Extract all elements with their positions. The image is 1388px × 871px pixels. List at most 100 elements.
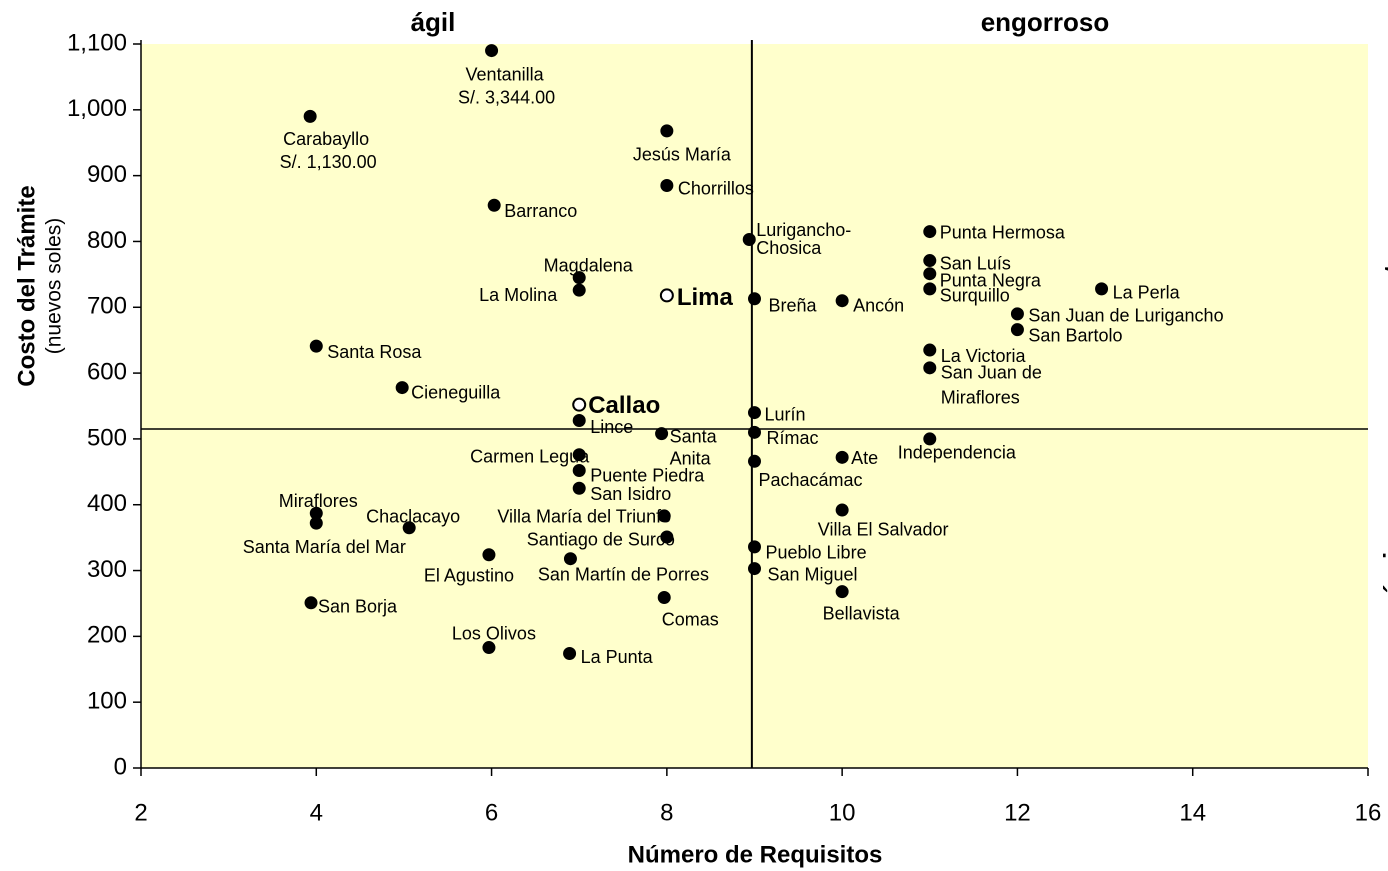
point-label: Lince — [590, 417, 633, 437]
point — [835, 585, 849, 599]
point-note: S/. 1,130.00 — [280, 152, 377, 172]
point — [660, 124, 674, 138]
point — [487, 198, 501, 212]
point-label: Los Olivos — [452, 623, 536, 643]
point — [1095, 282, 1109, 296]
point-label: San Bartolo — [1028, 325, 1122, 345]
point — [572, 413, 586, 427]
point-label: Comas — [662, 609, 719, 629]
point-label: Chosica — [756, 238, 822, 258]
x-tick-label: 6 — [485, 799, 498, 826]
x-tick-label: 14 — [1179, 799, 1206, 826]
point-label: La Molina — [479, 285, 558, 305]
point — [748, 454, 761, 468]
point-label: Surquillo — [940, 286, 1010, 306]
point-label: San Luís — [940, 253, 1011, 273]
y-tick-label: 200 — [87, 622, 127, 649]
point-label: San Martín de Porres — [538, 564, 709, 584]
y-tick-label: 500 — [87, 424, 127, 451]
point-label: Ventanilla — [466, 64, 545, 84]
point — [748, 292, 761, 306]
point-label: Lurigancho- — [756, 220, 851, 240]
point-note: S/. 3,344.00 — [458, 87, 555, 107]
point-label: Santiago de Surco — [527, 530, 675, 550]
point — [660, 530, 674, 544]
point — [572, 464, 586, 478]
point-label: La Punta — [581, 647, 654, 667]
point — [835, 450, 849, 464]
point-label: Barranco — [504, 201, 577, 221]
point — [742, 232, 756, 246]
point — [657, 509, 671, 523]
point — [923, 361, 937, 375]
point-label: Miraflores — [279, 491, 358, 511]
point — [1010, 307, 1024, 321]
point-label: Ate — [851, 448, 878, 468]
x-tick-label: 8 — [660, 799, 673, 826]
quadrant-label: económico — [1378, 521, 1388, 658]
point — [923, 267, 937, 281]
y-axis-label: Costo del Trámite — [13, 185, 40, 386]
point — [309, 339, 323, 353]
point — [563, 646, 577, 660]
point — [572, 481, 586, 495]
point — [835, 503, 849, 517]
point — [659, 288, 674, 303]
point-label: Lima — [677, 284, 734, 311]
point-label: Independencia — [898, 443, 1017, 463]
y-tick-label: 600 — [87, 358, 127, 385]
point — [482, 641, 496, 655]
point-label: Magdalena — [544, 255, 634, 275]
y-tick-label: 400 — [87, 490, 127, 517]
point — [657, 591, 671, 605]
y-tick-label: 1,000 — [67, 95, 127, 122]
point — [923, 343, 937, 357]
point-label: Santa Rosa — [327, 342, 422, 362]
point — [572, 397, 587, 412]
point-label: Miraflores — [941, 388, 1020, 408]
point — [563, 552, 577, 566]
point-label: Punta Negra — [940, 270, 1042, 290]
point-label: Puente Piedra — [590, 465, 705, 485]
point — [572, 283, 586, 297]
y-tick-label: 1,100 — [67, 29, 127, 56]
point — [572, 271, 586, 285]
point — [1010, 323, 1024, 337]
point — [655, 427, 669, 441]
quadrant-label: costoso — [1378, 218, 1388, 318]
point — [395, 381, 409, 395]
point-label: San Juan de — [941, 363, 1042, 383]
y-tick-label: 900 — [87, 161, 127, 188]
point-label: Cieneguilla — [411, 382, 501, 402]
point — [572, 448, 586, 462]
point — [748, 540, 761, 554]
x-tick-label: 2 — [134, 799, 147, 826]
quadrant-label: engorroso — [981, 7, 1110, 37]
point-label: Jesús María — [633, 145, 732, 165]
point — [923, 432, 937, 446]
x-tick-label: 16 — [1355, 799, 1382, 826]
y-tick-label: 800 — [87, 227, 127, 254]
point — [485, 44, 499, 58]
point — [303, 109, 317, 123]
x-tick-label: 12 — [1004, 799, 1031, 826]
point-label: La Perla — [1113, 283, 1181, 303]
point-label: Villa El Salvador — [818, 520, 949, 540]
x-tick-label: 4 — [310, 799, 323, 826]
point-label: Santa — [670, 426, 718, 446]
point-label: San Juan de Lurigancho — [1028, 306, 1223, 326]
point-label: El Agustino — [424, 565, 514, 585]
point — [748, 562, 761, 576]
point — [923, 254, 937, 268]
point — [923, 225, 937, 239]
point — [923, 282, 937, 296]
point — [748, 425, 761, 439]
point-label: Carmen Legua — [470, 446, 590, 466]
point — [835, 294, 849, 308]
y-tick-label: 300 — [87, 556, 127, 583]
point — [304, 596, 318, 610]
y-axis-sublabel: (nuevos soles) — [43, 218, 66, 355]
x-axis-label: Número de Requisitos — [628, 841, 883, 868]
point — [482, 548, 496, 562]
